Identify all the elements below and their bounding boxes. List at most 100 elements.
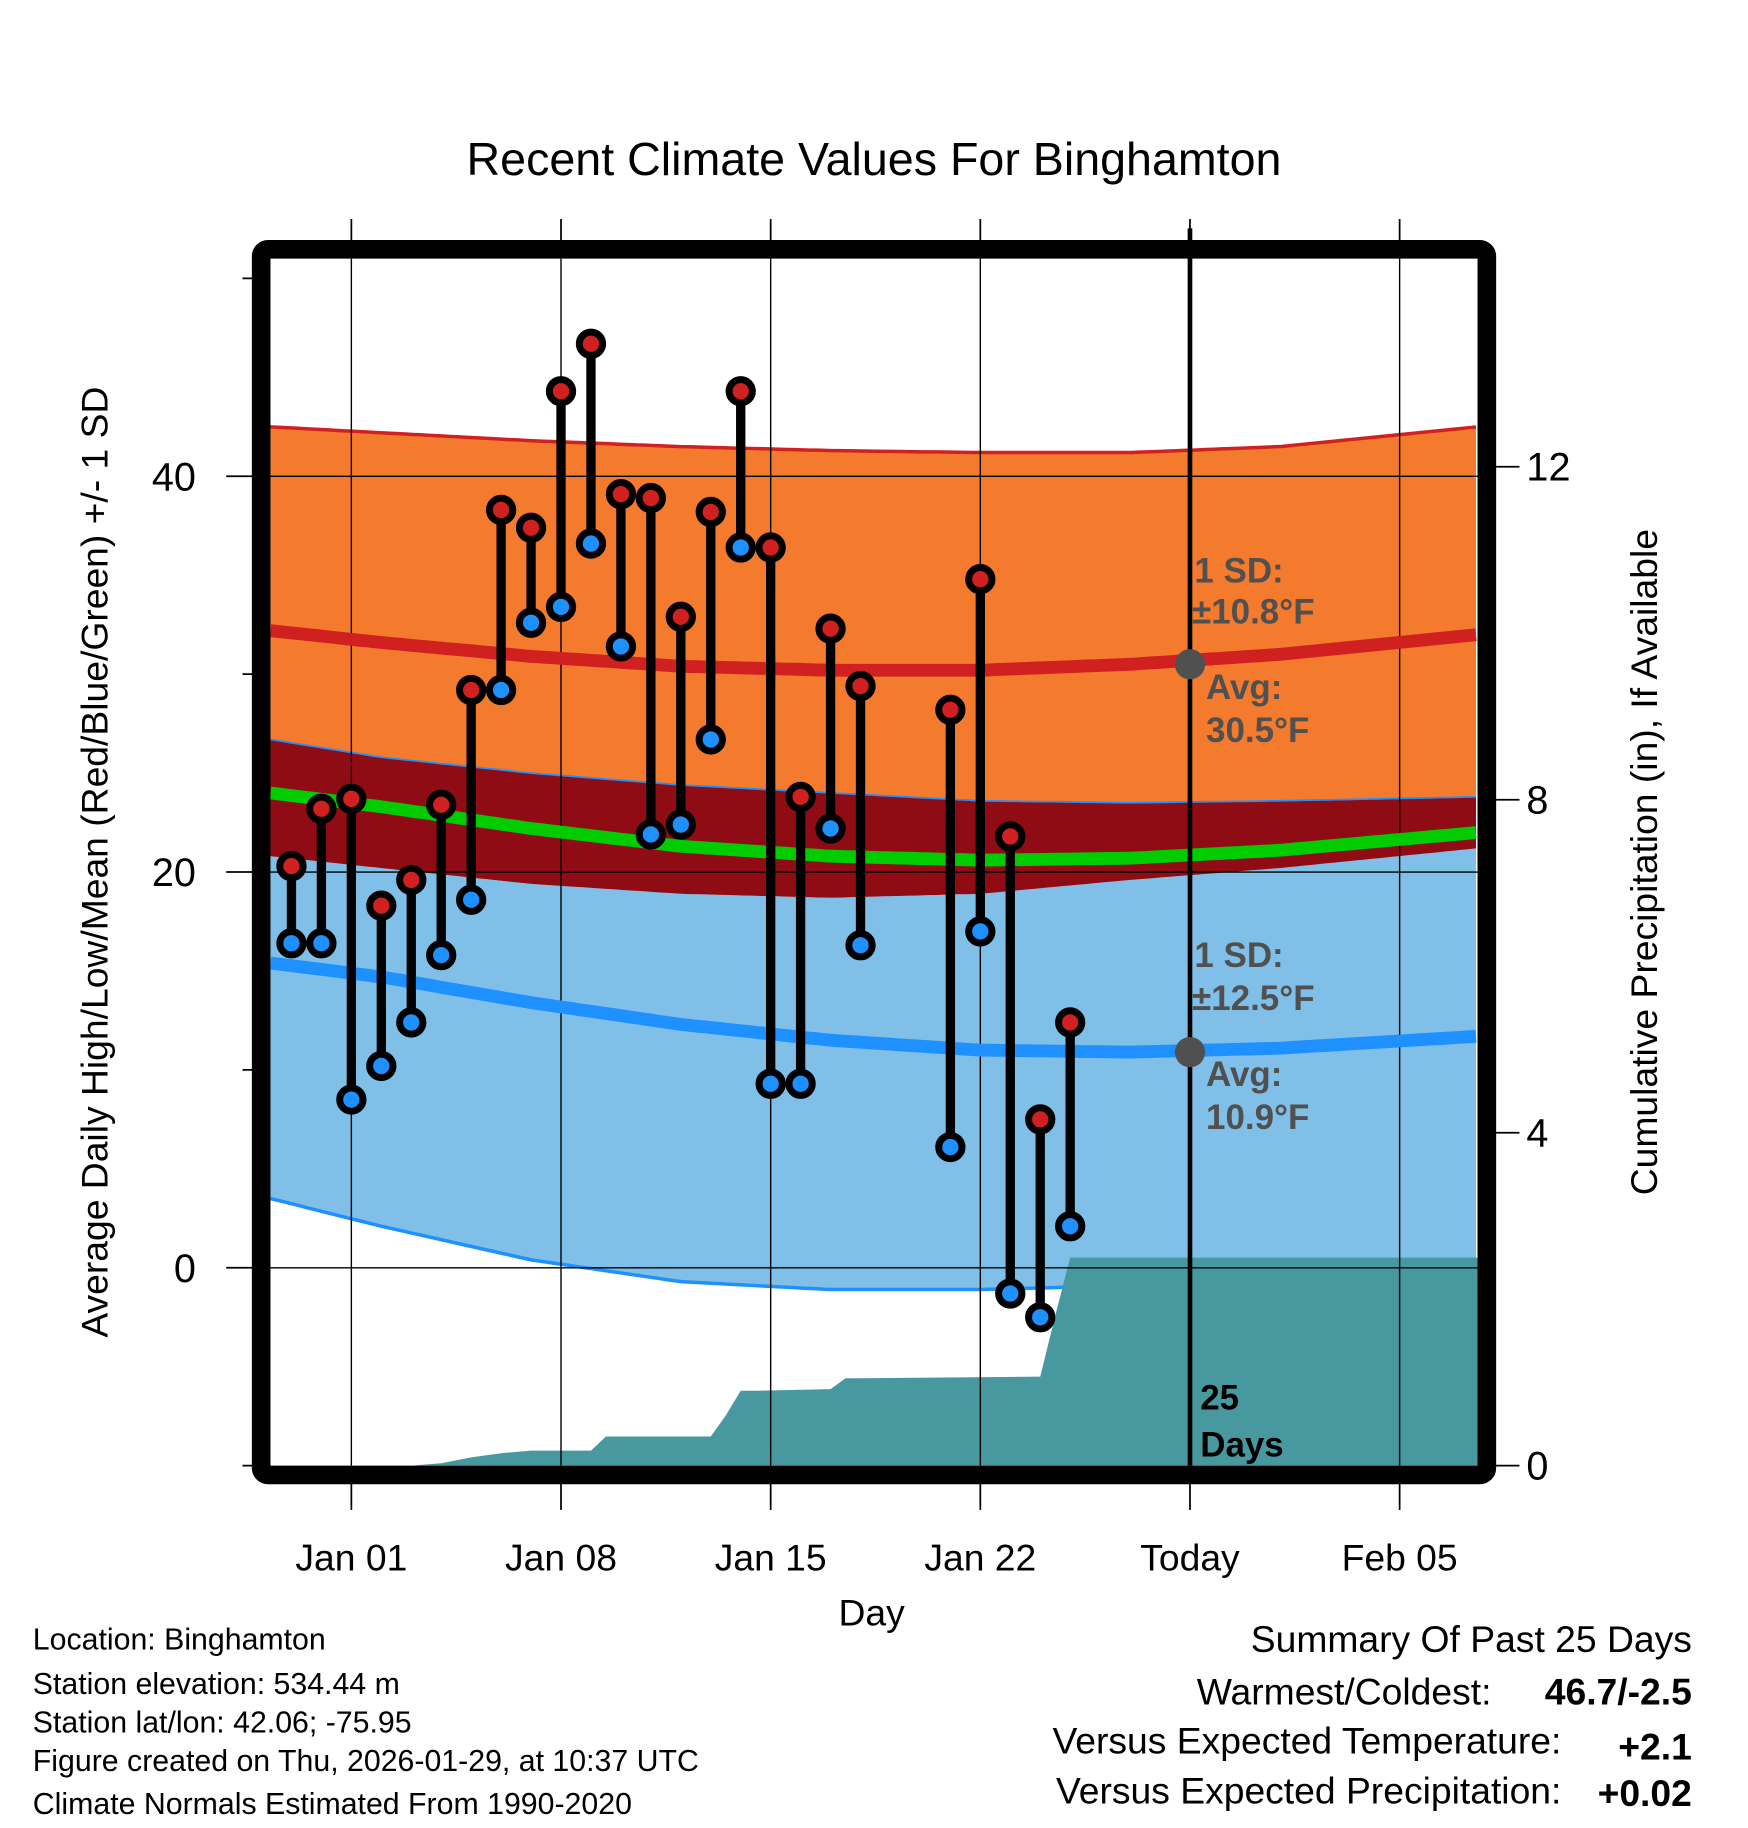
- high-point: [545, 376, 577, 407]
- x-axis: Jan 01 Jan 08 Jan 15 Jan 22 Today Feb 05: [295, 219, 1458, 1579]
- summary-warmest-label: Warmest/Coldest:: [1197, 1671, 1492, 1713]
- high-point: [635, 482, 667, 514]
- observed-day: [635, 482, 667, 850]
- x-tick-label: Jan 22: [924, 1537, 1036, 1579]
- high-sd-label-1: 1 SD:: [1194, 552, 1283, 591]
- observed-day: [306, 793, 337, 959]
- low-point: [336, 1084, 367, 1115]
- summary-temp-value: +2.1: [1618, 1725, 1692, 1767]
- observed-day: [695, 496, 726, 755]
- high-point: [935, 694, 966, 725]
- low-point: [695, 724, 726, 755]
- high-point: [396, 864, 427, 896]
- x-axis-label: Day: [839, 1591, 906, 1633]
- high-avg-marker: [1174, 649, 1206, 680]
- high-point: [785, 781, 816, 813]
- high-point: [965, 564, 996, 595]
- y-right-tick-label: 12: [1526, 446, 1570, 490]
- low-point: [965, 916, 996, 947]
- high-point: [426, 789, 457, 820]
- plot-area: [270, 258, 1478, 1466]
- footer-location: Location: Binghamton: [33, 1624, 326, 1657]
- y-right-tick-label: 0: [1526, 1445, 1548, 1489]
- low-avg-marker: [1174, 1036, 1206, 1068]
- low-point: [396, 1007, 427, 1038]
- low-point: [995, 1278, 1026, 1309]
- observed-day: [575, 328, 607, 559]
- high-point: [456, 674, 487, 706]
- gridlines: [270, 258, 1478, 1466]
- summary-precip-value: +0.02: [1598, 1772, 1692, 1814]
- y-tick-label: 40: [152, 455, 196, 499]
- high-point: [1055, 1007, 1086, 1038]
- chart-title: Recent Climate Values For Binghamton: [467, 133, 1282, 185]
- low-point: [725, 532, 756, 563]
- low-point: [755, 1068, 786, 1099]
- low-point: [515, 607, 547, 638]
- low-point: [575, 528, 607, 559]
- observed-day: [935, 694, 966, 1163]
- observed-day: [755, 532, 786, 1099]
- observed-day: [545, 376, 577, 623]
- footer-elevation: Station elevation: 534.44 m: [33, 1668, 400, 1701]
- low-avg-line: [270, 956, 1477, 1059]
- low-point: [665, 809, 696, 840]
- high-sd-band: [270, 426, 1476, 803]
- days-label-1: 25: [1200, 1379, 1239, 1418]
- high-avg-line: [270, 624, 1477, 677]
- low-point: [605, 631, 637, 662]
- observed-day: [276, 850, 307, 959]
- high-point: [725, 376, 756, 407]
- high-point: [755, 532, 786, 563]
- observed-day: [1025, 1104, 1056, 1333]
- high-point: [995, 821, 1026, 852]
- high-point: [336, 783, 367, 814]
- summary-precip-label: Versus Expected Precipitation:: [1056, 1770, 1561, 1812]
- observed-day: [815, 613, 846, 844]
- observed-day: [845, 670, 876, 961]
- observed-day: [605, 478, 637, 662]
- footer-latlon: Station lat/lon: 42.06; -75.95: [33, 1706, 412, 1739]
- low-point: [785, 1068, 816, 1099]
- high-point: [366, 890, 397, 921]
- observed-day: [485, 494, 517, 706]
- observed-day: [1055, 1007, 1086, 1242]
- precip-cumulative-area: [270, 1257, 1478, 1466]
- y-right-tick-label: 8: [1526, 779, 1548, 823]
- summary-warmest-value: 46.7/-2.5: [1545, 1671, 1692, 1713]
- low-point: [366, 1050, 397, 1082]
- high-point: [515, 512, 547, 543]
- y-right-tick-label: 4: [1526, 1112, 1548, 1156]
- observed-day: [785, 781, 816, 1099]
- observed-temperatures: [276, 328, 1086, 1333]
- precipitation-area: [270, 1257, 1478, 1466]
- summary-panel: Summary Of Past 25 Days Warmest/Coldest:…: [1053, 1618, 1692, 1814]
- footer-created: Figure created on Thu, 2026-01-29, at 10…: [33, 1745, 699, 1778]
- footer-normals: Climate Normals Estimated From 1990-2020: [33, 1788, 632, 1821]
- low-avg-label-2: 10.9°F: [1206, 1098, 1309, 1137]
- x-tick-label: Feb 05: [1342, 1537, 1458, 1579]
- y-axis-left: 0 20 40: [152, 277, 262, 1467]
- high-sd-label-2: ±10.8°F: [1192, 592, 1314, 631]
- low-point: [306, 928, 337, 959]
- observed-day: [366, 890, 397, 1082]
- high-point: [306, 793, 337, 824]
- station-info: Location: Binghamton Station elevation: …: [33, 1624, 699, 1821]
- y-axis-label-left: Average Daily High/Low/Mean (Red/Blue/Gr…: [73, 387, 115, 1338]
- high-plus-sd-line: [270, 425, 1477, 455]
- observed-day: [725, 376, 756, 563]
- high-point: [665, 601, 696, 632]
- low-sd-label-1: 1 SD:: [1194, 936, 1283, 975]
- y-tick-label: 20: [152, 851, 196, 895]
- x-tick-label: Jan 01: [295, 1537, 407, 1579]
- observed-day: [515, 512, 547, 638]
- x-tick-label: Jan 15: [715, 1537, 827, 1579]
- y-axis-right: 0 4 8 12: [1486, 446, 1571, 1489]
- high-point: [485, 494, 517, 526]
- observed-day: [665, 601, 696, 840]
- y-tick-label: 0: [174, 1247, 196, 1291]
- observed-day: [965, 564, 996, 947]
- observed-day: [336, 783, 367, 1115]
- high-point: [845, 670, 876, 702]
